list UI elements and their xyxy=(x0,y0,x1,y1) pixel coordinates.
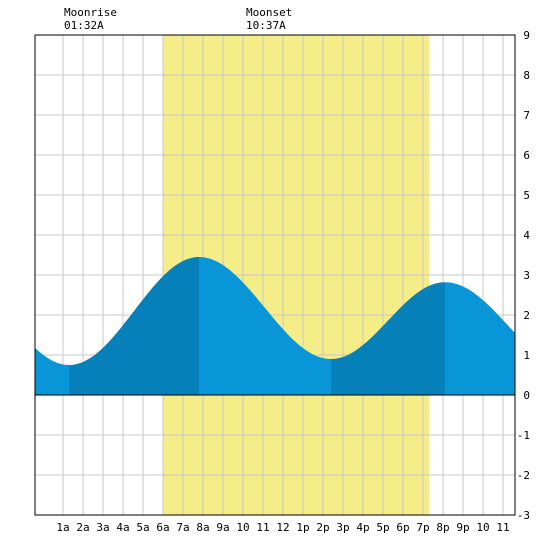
x-tick-label: 7p xyxy=(416,521,429,534)
moonrise-time: 01:32A xyxy=(64,19,104,32)
y-tick-label: 8 xyxy=(523,69,530,82)
x-tick-label: 11 xyxy=(256,521,269,534)
x-tick-label: 6p xyxy=(396,521,409,534)
moonrise-label: Moonrise xyxy=(64,6,117,19)
y-tick-label: 1 xyxy=(523,349,530,362)
x-tick-label: 5p xyxy=(376,521,389,534)
y-tick-label: 2 xyxy=(523,309,530,322)
x-tick-label: 6a xyxy=(156,521,169,534)
plot-frame xyxy=(34,34,516,516)
x-tick-label: 1a xyxy=(56,521,69,534)
x-tick-label: 1p xyxy=(296,521,309,534)
x-tick-label: 9a xyxy=(216,521,229,534)
tide-area-rising xyxy=(331,282,445,395)
y-tick-label: 6 xyxy=(523,149,530,162)
x-tick-label: 8a xyxy=(196,521,209,534)
y-tick-label: 9 xyxy=(523,29,530,42)
tide-area-falling xyxy=(35,347,69,395)
y-tick-label: 3 xyxy=(523,269,530,282)
x-tick-label: 10 xyxy=(476,521,489,534)
x-tick-label: 3a xyxy=(96,521,109,534)
x-tick-label: 3p xyxy=(336,521,349,534)
y-tick-label: 5 xyxy=(523,189,530,202)
x-tick-label: 8p xyxy=(436,521,449,534)
tide-area-falling xyxy=(445,282,515,395)
x-tick-label: 2p xyxy=(316,521,329,534)
x-tick-label: 5a xyxy=(136,521,149,534)
tide-area-rising xyxy=(69,257,199,395)
y-tick-labels: -3 -2 -1 0 1 2 3 4 5 6 7 8 9 xyxy=(517,29,531,522)
moonset-label: Moonset xyxy=(246,6,293,19)
x-tick-label: 7a xyxy=(176,521,189,534)
y-tick-label: -1 xyxy=(517,429,530,442)
x-tick-label: 4a xyxy=(116,521,129,534)
y-tick-label: 7 xyxy=(523,109,530,122)
x-tick-label: 2a xyxy=(76,521,89,534)
x-tick-label: 12 xyxy=(276,521,289,534)
moonset-time: 10:37A xyxy=(246,19,286,32)
y-tick-label: 0 xyxy=(523,389,530,402)
x-tick-label: 11 xyxy=(496,521,509,534)
tide-area-falling xyxy=(199,257,331,395)
tide-layer xyxy=(35,257,515,395)
x-tick-label: 9p xyxy=(456,521,469,534)
frame-layer xyxy=(34,34,516,516)
y-tick-label: -3 xyxy=(517,509,530,522)
y-tick-label: -2 xyxy=(517,469,530,482)
x-tick-labels: 1a 2a 3a 4a 5a 6a 7a 8a 9a 10 11 12 1p 2p 3p 4p 5p 6p 7p 8p… xyxy=(56,521,509,534)
y-tick-label: 4 xyxy=(523,229,530,242)
x-tick-label: 4p xyxy=(356,521,369,534)
x-tick-label: 10 xyxy=(236,521,249,534)
